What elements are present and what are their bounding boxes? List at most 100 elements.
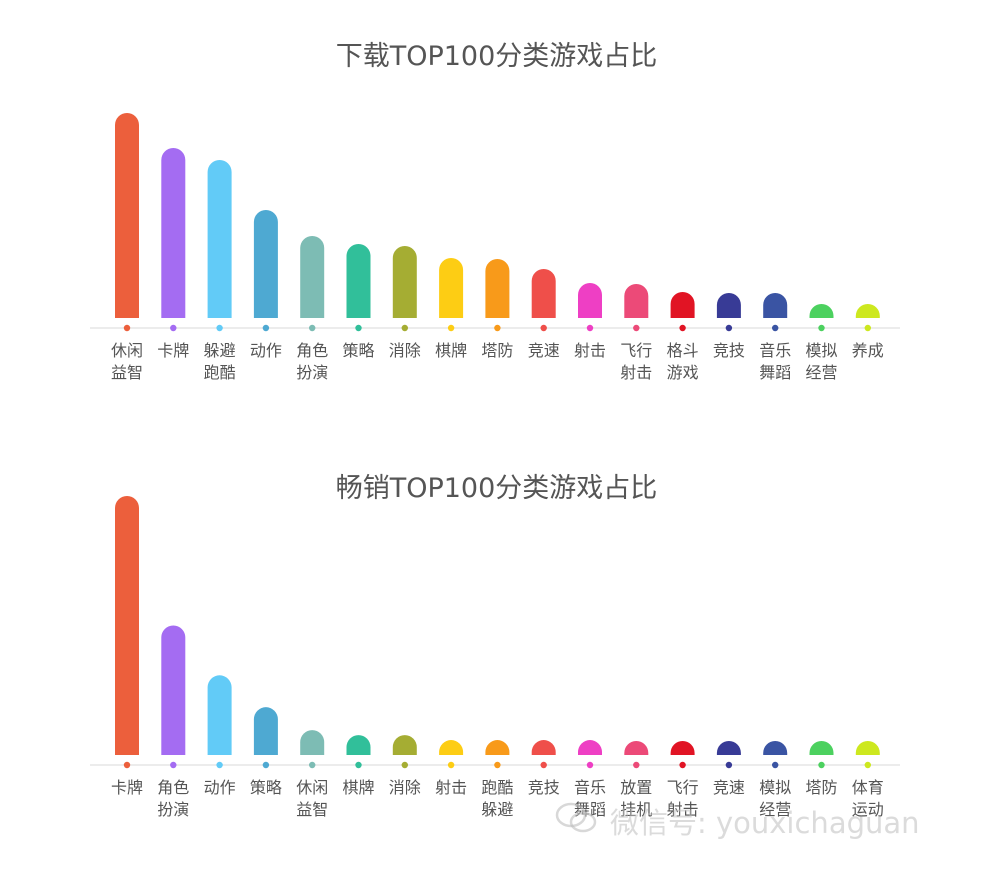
category-dot <box>401 324 408 332</box>
category-dot <box>772 324 779 332</box>
bar <box>439 258 464 318</box>
category-label: 运动 <box>852 800 884 819</box>
category-dot <box>540 761 547 769</box>
category-label: 竞技 <box>528 778 560 797</box>
bar <box>300 236 325 318</box>
category-label: 扮演 <box>296 363 328 382</box>
category-label: 扮演 <box>157 800 189 819</box>
bar <box>115 496 139 755</box>
bar <box>207 675 232 755</box>
category-label: 动作 <box>250 341 282 360</box>
category-dot <box>262 761 270 769</box>
bar <box>346 735 371 755</box>
category-dot <box>679 761 686 769</box>
category-dot <box>309 324 316 332</box>
category-label: 飞行 <box>620 341 652 360</box>
category-label: 射击 <box>435 778 467 797</box>
category-dot <box>633 324 640 332</box>
category-dot <box>540 324 547 332</box>
bar <box>207 160 232 318</box>
category-dot <box>216 324 223 332</box>
category-label: 卡牌 <box>157 341 189 360</box>
category-label: 养成 <box>852 341 884 360</box>
wechat-icon <box>555 802 597 833</box>
category-label: 舞蹈 <box>759 363 791 382</box>
category-dot <box>864 324 871 332</box>
category-label: 棋牌 <box>342 778 374 797</box>
category-dot <box>216 761 223 769</box>
category-dot <box>494 324 501 332</box>
category-label: 益智 <box>111 363 143 382</box>
category-dot <box>725 761 733 769</box>
category-dot <box>818 324 825 332</box>
category-label: 放置 <box>620 778 652 797</box>
chart-title-downloads: 下载TOP100分类游戏占比 <box>335 41 658 72</box>
category-dot <box>123 761 131 769</box>
category-label: 模拟 <box>805 341 837 360</box>
category-dot <box>586 324 594 332</box>
category-label: 角色 <box>157 778 189 797</box>
bar <box>115 113 139 318</box>
bar <box>670 741 695 755</box>
bar <box>578 283 602 318</box>
category-dot <box>401 761 408 769</box>
category-dot <box>262 324 270 332</box>
category-label: 消除 <box>389 778 421 797</box>
category-label: 塔防 <box>805 778 837 797</box>
category-label: 跑酷 <box>204 363 236 382</box>
category-dot <box>123 324 131 332</box>
bar <box>485 259 510 318</box>
category-label: 模拟 <box>759 778 791 797</box>
bar <box>346 244 371 318</box>
bar <box>439 740 464 755</box>
category-label: 射击 <box>620 363 652 382</box>
category-label: 射击 <box>667 800 699 819</box>
category-label: 躲避 <box>481 800 513 819</box>
category-dot <box>355 324 362 332</box>
category-label: 消除 <box>389 341 421 360</box>
category-dot <box>818 761 825 769</box>
category-label: 策略 <box>342 341 374 360</box>
bar <box>161 148 186 318</box>
category-label: 休闲 <box>296 778 328 797</box>
category-label: 躲避 <box>204 341 236 360</box>
bar <box>716 741 741 755</box>
bar <box>392 735 417 755</box>
bar <box>763 741 788 755</box>
category-label: 飞行 <box>667 778 699 797</box>
category-label: 体育 <box>852 778 884 797</box>
category-dot <box>725 324 733 332</box>
category-dot <box>679 324 686 332</box>
category-label: 角色 <box>296 341 328 360</box>
bar <box>809 741 834 755</box>
bar <box>531 740 556 755</box>
category-label: 经营 <box>805 363 837 382</box>
category-dot <box>586 761 594 769</box>
category-label: 塔防 <box>481 341 513 360</box>
bar <box>161 625 186 755</box>
bar <box>716 293 741 318</box>
category-label: 射击 <box>574 341 606 360</box>
bar <box>578 740 602 755</box>
category-label: 跑酷 <box>481 778 513 797</box>
category-dot <box>309 761 316 769</box>
category-label: 竞速 <box>713 778 745 797</box>
category-dot <box>633 761 640 769</box>
category-label: 休闲 <box>111 341 143 360</box>
bar <box>809 304 834 318</box>
category-label: 挂机 <box>620 800 652 819</box>
category-label: 策略 <box>250 778 282 797</box>
bar <box>624 741 649 755</box>
category-dot <box>170 324 177 332</box>
category-label: 动作 <box>204 778 236 797</box>
bar <box>855 741 880 755</box>
bar <box>763 293 788 318</box>
bar <box>670 292 695 318</box>
category-label: 游戏 <box>667 363 699 382</box>
category-dot <box>864 761 871 769</box>
category-label: 竞技 <box>713 341 745 360</box>
bar <box>485 740 510 755</box>
bar <box>253 707 278 755</box>
bar <box>855 304 880 318</box>
